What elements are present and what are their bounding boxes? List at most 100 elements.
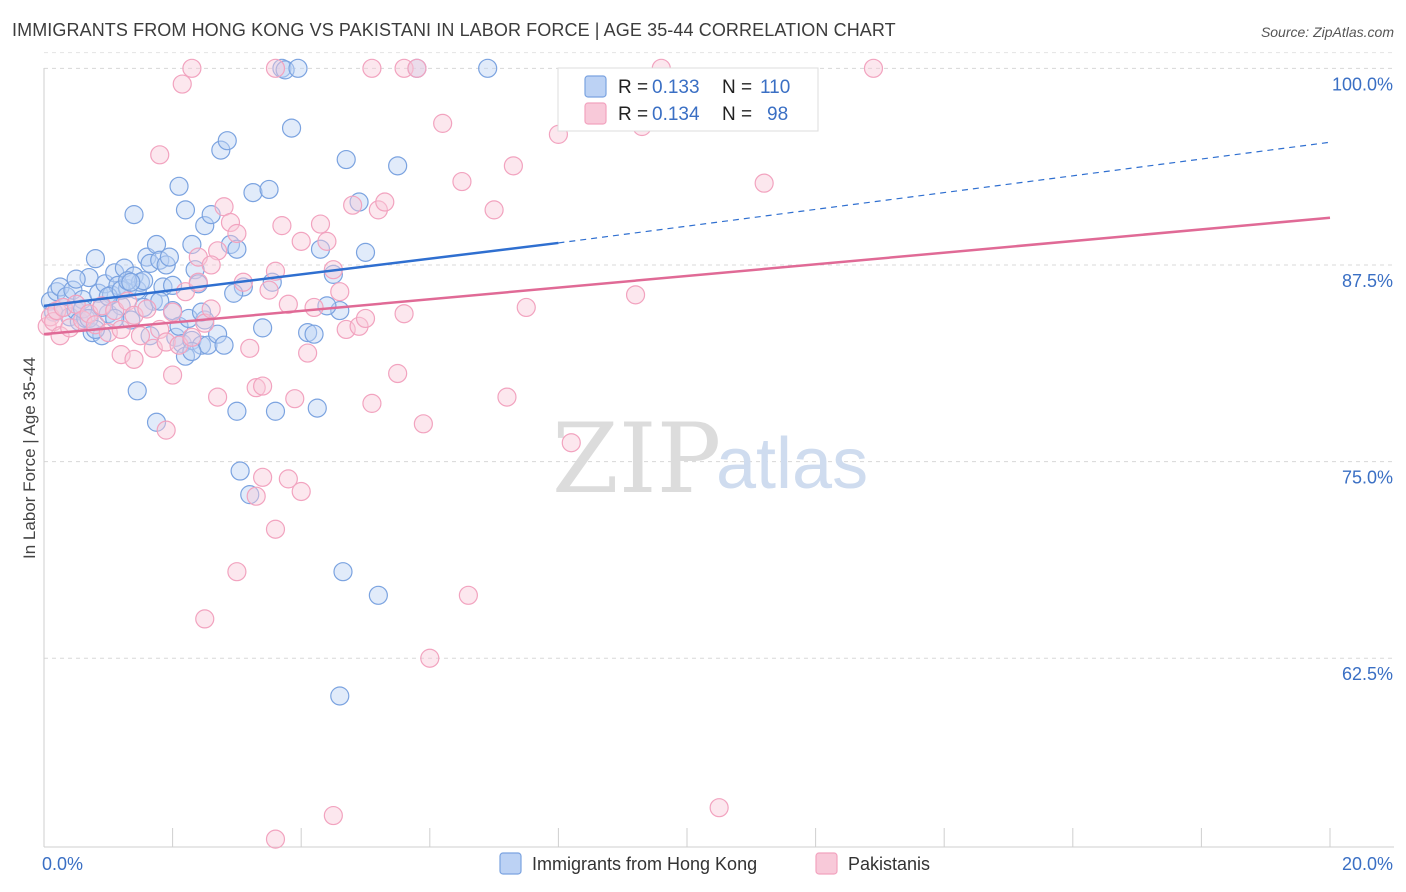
point-pakistani-58: [413, 414, 433, 434]
point-hong-kong-73: [304, 324, 324, 344]
point-hong-kong-53: [169, 176, 189, 196]
point-pakistani-93: [291, 481, 311, 502]
y-tick-label-0: 62.5%: [1342, 664, 1393, 684]
legend-top: R = 0.133 N = 110 R = 0.134 N = 98: [557, 67, 819, 132]
point-pakistani-44: [304, 297, 324, 318]
y-tick-label-2: 87.5%: [1342, 271, 1393, 291]
x-tick-labels: 0.0% 20.0%: [42, 854, 1393, 874]
point-hong-kong-50: [124, 205, 144, 225]
point-pakistani-62: [497, 387, 517, 407]
point-hong-kong-70: [281, 118, 302, 138]
watermark-atlas: atlas: [716, 424, 868, 504]
x-tick-label-1: 20.0%: [1342, 854, 1393, 874]
x-tick-label-0: 0.0%: [42, 854, 83, 874]
point-pakistani-14: [111, 319, 131, 340]
point-pakistani-67: [561, 433, 581, 453]
point-hong-kong-65: [259, 179, 279, 200]
point-pakistani-59: [433, 113, 453, 133]
point-pakistani-60: [452, 171, 472, 192]
point-hong-kong-80: [355, 242, 376, 262]
point-hong-kong-51: [127, 381, 147, 401]
point-hong-kong-83: [478, 58, 498, 78]
chart-title: IMMIGRANTS FROM HONG KONG VS PAKISTANI I…: [12, 20, 896, 40]
point-pakistani-29: [208, 241, 228, 261]
point-pakistani-83: [156, 420, 176, 440]
legend-bottom-label-pakistani: Pakistanis: [848, 854, 930, 874]
point-hong-kong-71: [288, 58, 308, 78]
point-hong-kong-23: [114, 258, 134, 278]
y-tick-label-1: 75.0%: [1342, 468, 1393, 488]
point-hong-kong-52: [146, 412, 167, 432]
point-pakistani-45: [310, 214, 331, 234]
legend-bottom-label-hong-kong: Immigrants from Hong Kong: [532, 854, 757, 874]
legend-n-label-pakistani: N =: [722, 104, 752, 125]
legend-bottom-swatch-hong-kong: [499, 852, 522, 875]
point-hong-kong-56: [195, 216, 215, 236]
point-hong-kong-63: [243, 182, 263, 203]
trend-line-pakistani: [43, 216, 1331, 336]
point-hong-kong-67: [265, 401, 286, 421]
trend-line-hong-kong-extension: [558, 141, 1331, 244]
point-pakistani-31: [220, 212, 241, 233]
point-pakistani-86: [201, 255, 221, 275]
point-hong-kong-37: [159, 247, 179, 267]
point-pakistani-36: [253, 376, 273, 396]
point-pakistani-92: [278, 469, 298, 489]
point-hong-kong-61: [227, 239, 247, 259]
y-axis-label: In Labor Force | Age 35-44: [20, 357, 39, 559]
point-hong-kong-106: [208, 324, 228, 344]
point-pakistani-48: [330, 282, 350, 302]
point-pakistani-17: [130, 326, 151, 346]
point-hong-kong-75: [310, 239, 331, 259]
point-pakistani-89: [246, 486, 266, 506]
point-pakistani-46: [317, 231, 337, 251]
point-hong-kong-78: [336, 149, 356, 170]
point-hong-kong-55: [182, 234, 202, 255]
point-pakistani-68: [625, 285, 646, 305]
point-pakistani-54: [368, 200, 388, 220]
legend-r-label-pakistani: R =: [618, 104, 648, 125]
point-pakistani-22: [163, 302, 183, 322]
point-pakistani-76: [265, 58, 286, 78]
point-pakistani-53: [362, 393, 382, 413]
legend-n-label-hong-kong: N =: [722, 77, 752, 98]
point-pakistani-34: [240, 338, 260, 358]
point-hong-kong-84: [227, 401, 247, 421]
legend-n-value-hong-kong: 110: [760, 77, 790, 98]
point-pakistani-42: [291, 231, 311, 251]
point-pakistani-63: [516, 297, 536, 318]
point-hong-kong-64: [253, 318, 273, 338]
point-pakistani-13: [105, 300, 125, 321]
point-hong-kong-59: [217, 131, 237, 151]
point-hong-kong-68: [272, 58, 292, 78]
point-pakistani-88: [227, 562, 247, 582]
point-hong-kong-81: [388, 156, 408, 176]
point-hong-kong-87: [333, 562, 353, 582]
point-hong-kong-99: [121, 272, 141, 292]
legend-r-value-hong-kong: 0.133: [652, 77, 700, 98]
point-hong-kong-88: [368, 585, 388, 605]
point-pakistani-28: [201, 299, 221, 319]
point-pakistani-55: [375, 192, 395, 212]
point-pakistani-56: [388, 363, 408, 384]
legend-swatch-hong-kong: [584, 75, 607, 98]
legend-swatch-pakistani: [584, 102, 607, 125]
point-pakistani-37: [259, 280, 279, 300]
legend-bottom-swatch-pakistani: [815, 852, 838, 875]
watermark: ZIP atlas: [552, 403, 868, 515]
point-pakistani-74: [172, 74, 192, 94]
trend-lines: [43, 141, 1331, 336]
point-hong-kong-90: [66, 269, 86, 289]
point-pakistani-87: [208, 387, 228, 407]
point-pakistani-81: [124, 349, 144, 369]
point-hong-kong-86: [240, 485, 260, 505]
legend-r-value-pakistani: 0.134: [652, 104, 700, 125]
point-pakistani-97: [323, 805, 343, 826]
point-pakistani-32: [227, 223, 247, 244]
point-pakistani-82: [150, 145, 170, 165]
point-hong-kong-14: [85, 249, 106, 269]
legend-r-label-hong-kong: R =: [618, 77, 648, 98]
point-pakistani-75: [182, 58, 202, 78]
watermark-zip: ZIP: [552, 403, 721, 515]
point-pakistani-61: [484, 200, 504, 220]
